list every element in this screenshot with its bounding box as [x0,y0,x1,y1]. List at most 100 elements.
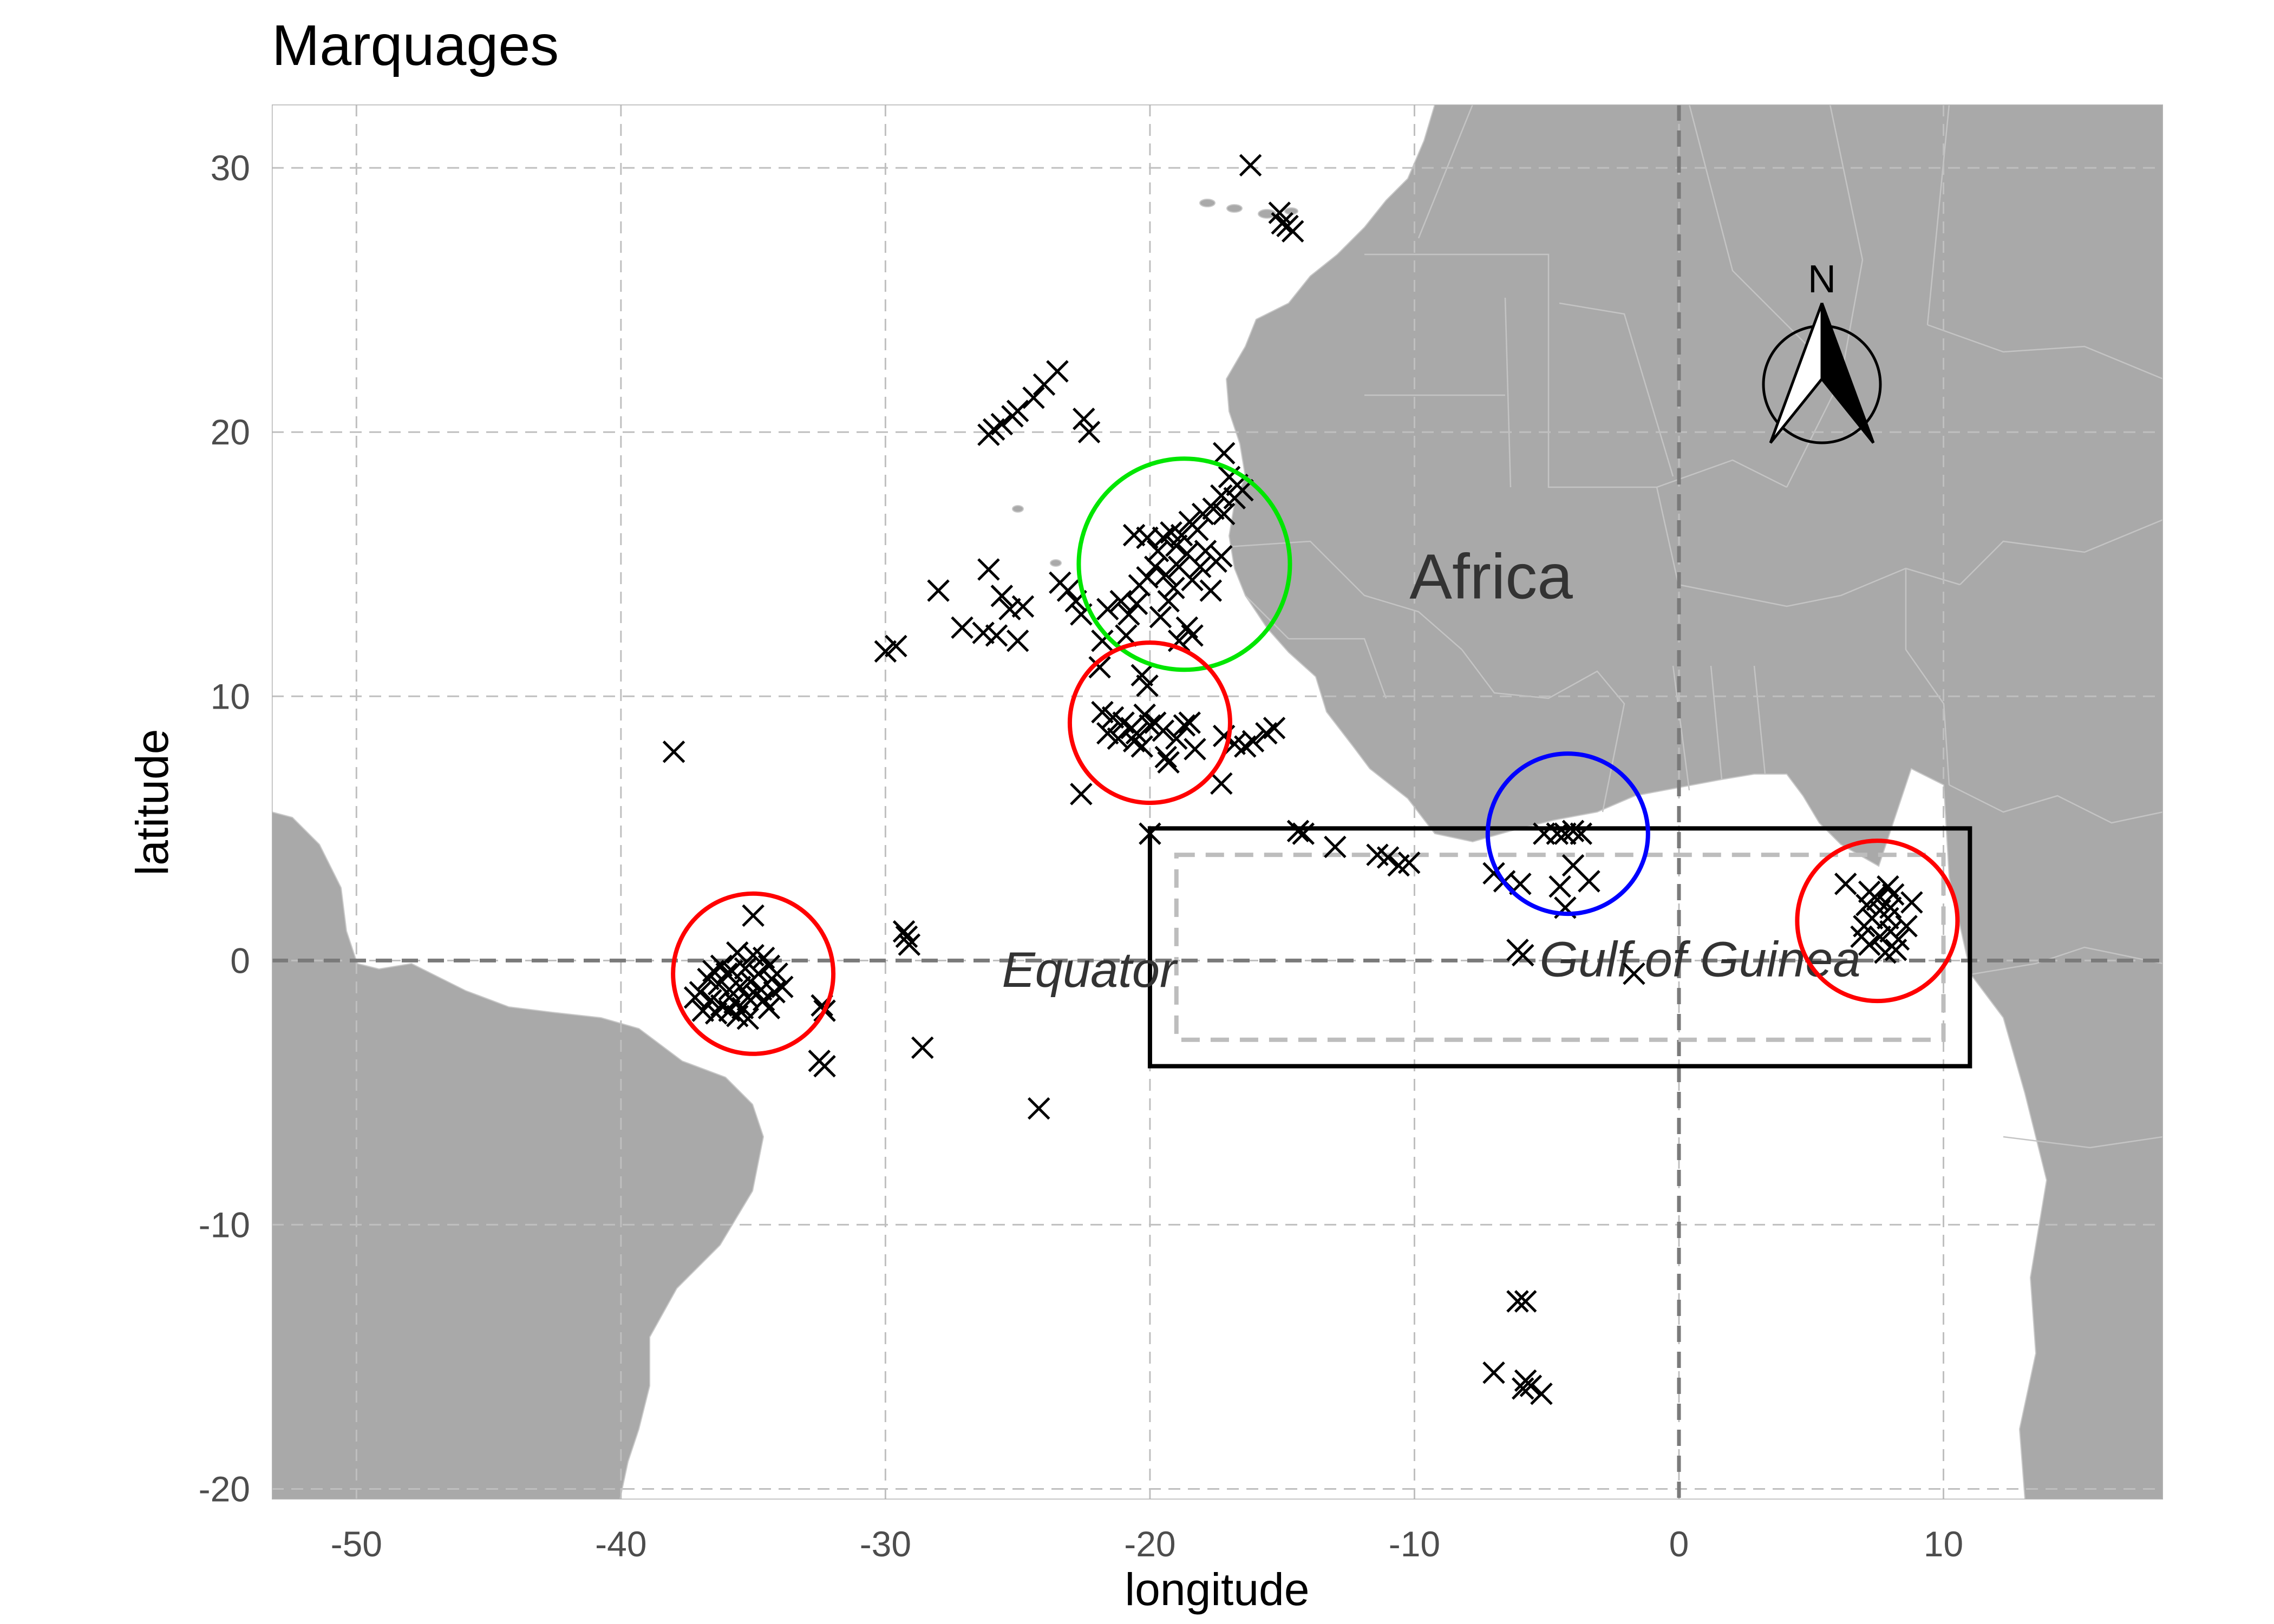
tag-point-marker [704,1002,728,1025]
tag-point-marker [998,598,1021,620]
tag-point-marker [1879,896,1902,919]
africa-landmass [1225,104,2163,1499]
tag-point-marker [1139,822,1161,845]
x-tick-label: -50 [331,1524,382,1564]
tag-point-marker [1165,727,1188,750]
tag-point-marker [1157,751,1180,774]
tag-point-marker [1286,820,1310,842]
x-tick-label: -20 [1124,1524,1175,1564]
tag-point-marker [990,585,1014,607]
x-tick-label: -30 [860,1524,911,1564]
tag-point-marker [1070,783,1093,806]
tag-point-marker [1874,941,1897,964]
tag-point-marker [707,973,730,996]
chart-title: Marquages [272,14,559,77]
y-tick-label: 10 [211,676,250,716]
tag-point-marker [1154,563,1178,586]
tag-point-marker [1131,664,1154,686]
tag-point-marker [1241,730,1265,753]
tag-point-marker [1223,487,1246,509]
north-arrow-label: N [1808,258,1836,301]
x-tick-label: -40 [595,1524,646,1564]
tag-point-marker [1152,719,1175,742]
tag-point-marker [715,962,739,985]
tag-point-marker [1868,925,1892,948]
tag-point-marker [1136,526,1159,549]
tag-point-marker [1122,523,1146,547]
tag-point-marker [1152,526,1175,549]
tag-point-marker [734,957,757,980]
tag-point-marker [1091,630,1114,652]
highlight-circle [1076,456,1292,672]
equator-label: Equator [1002,942,1178,998]
tag-point-marker [1101,706,1125,729]
tag-point-marker [1202,497,1225,520]
tag-point-marker [1506,1290,1529,1313]
highlight-circle [671,891,836,1056]
tag-point-marker [1210,772,1233,795]
tag-point-marker [1073,408,1095,430]
tag-point-marker [1027,1097,1050,1120]
tag-point-marker [985,624,1008,647]
tag-point-marker [1530,1383,1553,1405]
tag-point-marker [1623,962,1645,985]
tag-point-marker [1548,875,1571,898]
tag-point-marker [1149,606,1172,628]
tag-point-marker [1109,590,1132,613]
tag-point-marker [1162,577,1185,599]
tag-point-marker [1514,1290,1537,1313]
tag-point-marker [702,960,725,983]
tag-point-marker [1519,1374,1543,1397]
tag-point-marker [911,1036,934,1059]
tag-point-marker [1178,711,1201,734]
tag-point-marker [1173,714,1196,737]
tag-point-marker [1570,822,1592,845]
tag-point-marker [1077,421,1101,443]
tag-point-marker [1022,386,1045,409]
gulf-of-guinea-label: Gulf of Guinea [1539,932,1860,987]
highlight-circle [1485,751,1650,916]
x-tick-label: -10 [1389,1524,1440,1564]
tag-point-marker [757,997,781,1019]
tag-point-marker [771,975,794,998]
country-borders [1229,104,2163,1149]
tag-point-marker [691,999,715,1022]
y-tick-label: -10 [199,1204,250,1245]
tag-point-marker [1212,442,1236,465]
tag-point-marker [1210,545,1233,568]
tag-point-marker [1895,915,1918,938]
tag-point-marker [1324,835,1347,859]
tag-point-marker [1834,873,1857,895]
highlight-circle [1067,640,1232,806]
tag-point-marker [1091,700,1114,724]
tag-point-marker [1033,373,1056,396]
x-axis-title: longitude [1125,1564,1310,1615]
tag-point-marker [1146,540,1169,562]
tag-point-marker [1554,822,1577,845]
tag-point-marker [1210,484,1233,507]
tag-point-marker [1001,405,1024,428]
tag-point-marker [927,579,950,602]
tag-point-marker [1578,870,1600,893]
tag-point-marker [1281,220,1304,243]
tag-point-marker [1263,717,1286,739]
tag-point-marker [1125,722,1148,745]
x-tick-label: 0 [1669,1524,1689,1564]
south-america-landmass [272,811,764,1499]
tag-point-marker [972,621,995,644]
tag-point-marker [885,634,907,658]
tag-point-marker [662,740,685,763]
y-axis-title: latitude [127,729,178,876]
tag-point-marker [1136,674,1159,697]
tag-point-marker [977,558,1000,581]
tag-point-marker [766,962,788,985]
africa-label: Africa [1409,541,1573,613]
tag-point-marker [1131,735,1154,758]
tag-point-marker [1165,534,1188,557]
tag-point-marker [1188,555,1212,578]
tag-point-marker [1397,851,1421,874]
tagging-points [662,154,1923,1405]
tag-point-marker [1199,579,1223,602]
tag-point-marker [1239,154,1262,177]
